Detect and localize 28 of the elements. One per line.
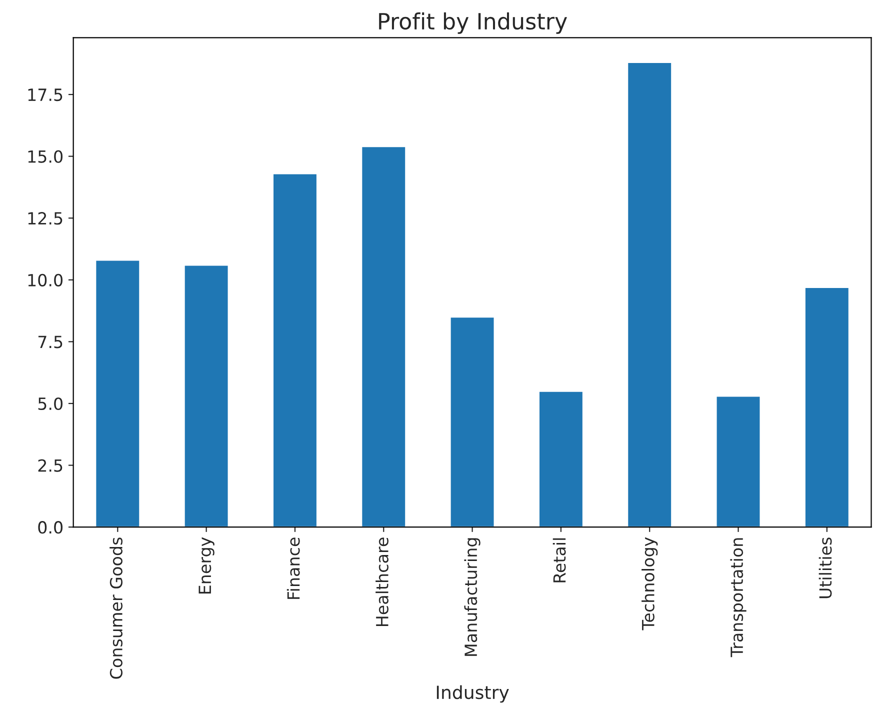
y-tick-label: 2.5 xyxy=(38,459,62,472)
y-tick-label: 17.5 xyxy=(28,88,62,102)
x-tick-label: Healthcare xyxy=(376,538,388,626)
x-tick-label: Energy xyxy=(198,537,214,594)
bar xyxy=(715,395,762,528)
bar xyxy=(538,390,584,528)
bar xyxy=(626,62,672,528)
bar xyxy=(272,172,318,528)
x-tick-label: Transportation xyxy=(730,538,746,658)
bar xyxy=(449,316,496,528)
bar xyxy=(804,286,850,528)
x-axis-title: Industry xyxy=(436,685,509,703)
y-tick-label: 10.0 xyxy=(28,274,63,286)
bar xyxy=(94,259,141,528)
x-tick-label: Manufacturing xyxy=(464,538,480,656)
bar xyxy=(360,146,406,528)
bar xyxy=(183,264,230,528)
x-tick-label: Technology xyxy=(642,537,658,630)
x-tick-label: Utilities xyxy=(818,538,832,598)
y-tick-label: 15.0 xyxy=(28,150,63,163)
x-tick-label: Retail xyxy=(552,538,566,582)
y-tick-label: 5.0 xyxy=(38,397,63,410)
chart-title: Profit by Industry xyxy=(379,12,568,34)
y-tick-label: 7.5 xyxy=(38,336,62,348)
x-tick-label: Consumer Goods xyxy=(110,538,122,679)
y-tick-label: 0.0 xyxy=(38,521,63,534)
y-tick-label: 12.5 xyxy=(28,212,62,225)
x-tick-label: Finance xyxy=(286,538,300,599)
